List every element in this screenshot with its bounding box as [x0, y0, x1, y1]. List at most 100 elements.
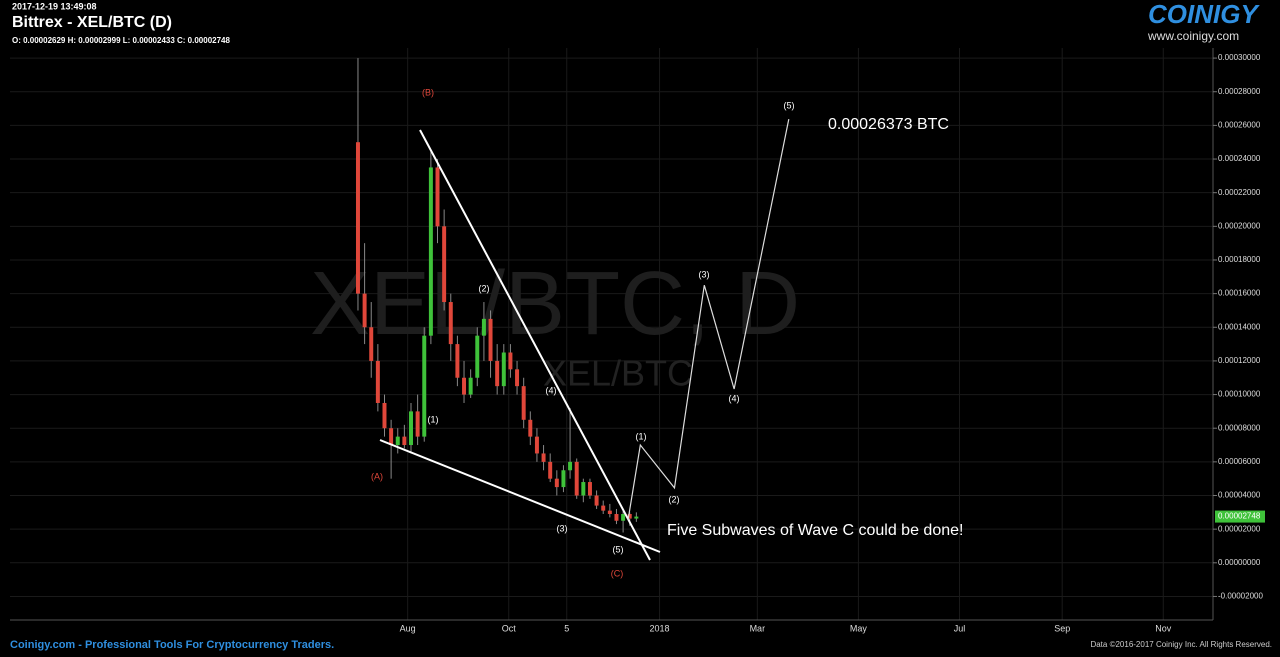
projection-line [627, 118, 790, 520]
timestamp: 2017-12-19 13:49:08 [12, 1, 97, 11]
x-tick-label: 5 [564, 623, 569, 633]
x-tick-label: Aug [400, 623, 416, 633]
candle-body [534, 436, 539, 454]
candle-body [541, 453, 546, 462]
wave-label: (2) [479, 283, 490, 293]
wave-label: (2) [669, 494, 680, 504]
y-tick-label: 0.00016000 [1218, 289, 1261, 298]
plot [355, 58, 639, 533]
grid [10, 48, 1213, 620]
x-tick-label: May [850, 623, 868, 633]
candle-body [468, 377, 473, 395]
upper-trendline [419, 129, 651, 561]
candle-body [448, 302, 453, 345]
x-tick-label: Sep [1054, 623, 1070, 633]
candle-body [415, 411, 420, 437]
y-tick-label: 0.00030000 [1218, 53, 1261, 62]
candle-body [548, 461, 553, 479]
y-tick-label: 0.00010000 [1218, 390, 1261, 399]
x-tick-label: 2018 [650, 623, 670, 633]
y-tick-label: 0.00018000 [1218, 255, 1261, 264]
wave-label: (B) [422, 87, 434, 97]
candle-body [501, 352, 506, 387]
candle-body [362, 293, 367, 328]
candle-body [389, 428, 394, 446]
y-tick-label: 0.00024000 [1218, 154, 1261, 163]
candle-body [409, 411, 413, 446]
wave-label: (5) [784, 100, 795, 110]
wave-label: (5) [613, 544, 624, 554]
candle-body [435, 167, 440, 227]
candle-body [607, 510, 612, 515]
y-tick-label: 0.00000000 [1218, 558, 1261, 567]
target-text: 0.00026373 BTC [828, 116, 949, 133]
y-tick-label: 0.00002000 [1218, 524, 1261, 533]
last-price-box [1215, 510, 1265, 523]
candle-body [601, 505, 606, 511]
candle-body [614, 514, 619, 521]
candle-body [488, 318, 493, 361]
watermark-small: XEL/BTC [543, 353, 693, 394]
last-price-label: 0.00002748 [1218, 512, 1261, 521]
y-tick-label: 0.00004000 [1218, 491, 1261, 500]
x-tick-label: Nov [1155, 623, 1172, 633]
candle-body [481, 318, 486, 336]
ohlc-text: O: 0.00002629 H: 0.00002999 L: 0.0000243… [12, 36, 230, 45]
candle-body [568, 461, 573, 471]
y-tick-label: 0.00026000 [1218, 120, 1261, 129]
x-tick-label: Mar [750, 623, 766, 633]
candle-body [455, 344, 460, 378]
candle-body [521, 386, 526, 420]
x-tick-label: Jul [954, 623, 966, 633]
wave-label: (3) [557, 523, 568, 533]
candle-body [475, 335, 480, 378]
candle-body [375, 360, 380, 403]
candle-body [634, 516, 639, 519]
wave-label: (A) [371, 471, 383, 481]
footer-left: Coinigy.com - Professional Tools For Cry… [10, 639, 334, 651]
candle-body [428, 167, 433, 336]
wave-label: (3) [699, 269, 710, 279]
candle-body [508, 352, 513, 370]
wave-label: (4) [546, 385, 557, 395]
candle-body [462, 377, 467, 395]
candle-body [627, 514, 632, 519]
y-tick-label: 0.00014000 [1218, 322, 1261, 331]
candle-body [402, 436, 407, 446]
candle-body [442, 226, 447, 303]
wave-label: (C) [611, 568, 624, 578]
candle-body [594, 495, 599, 506]
candle-body [574, 461, 579, 496]
candle-body [554, 478, 559, 488]
candle-body [495, 360, 500, 387]
candle-body [395, 436, 400, 446]
footer-right: Data ©2016-2017 Coinigy Inc. All Rights … [1090, 640, 1272, 649]
candle-body [587, 482, 592, 496]
wave-label: (1) [428, 414, 439, 424]
y-tick-label: 0.00006000 [1218, 457, 1261, 466]
candle-body [355, 142, 360, 294]
wave-label: (4) [729, 393, 740, 403]
y-tick-label: 0.00022000 [1218, 188, 1261, 197]
wave-label: (1) [636, 431, 647, 441]
y-tick-label: 0.00008000 [1218, 423, 1261, 432]
candle-body [422, 335, 427, 437]
candle-body [528, 419, 533, 437]
x-tick-label: Oct [502, 623, 517, 633]
candle-body [581, 482, 586, 496]
note-text: Five Subwaves of Wave C could be done! [667, 522, 963, 539]
y-tick-label: 0.00028000 [1218, 87, 1261, 96]
candle-body [382, 402, 387, 429]
y-tick-label: 0.00020000 [1218, 221, 1261, 230]
brand-url: www.coinigy.com [1147, 29, 1239, 43]
candle-body [515, 369, 520, 387]
candle-body [561, 470, 566, 488]
candle-body [369, 327, 374, 361]
watermark: XEL/BTC, D [310, 254, 800, 354]
chart-title: Bittrex - XEL/BTC (D) [12, 14, 172, 31]
lower-trendline [379, 439, 661, 553]
y-tick-label: -0.00002000 [1218, 592, 1263, 601]
y-tick-label: 0.00012000 [1218, 356, 1261, 365]
